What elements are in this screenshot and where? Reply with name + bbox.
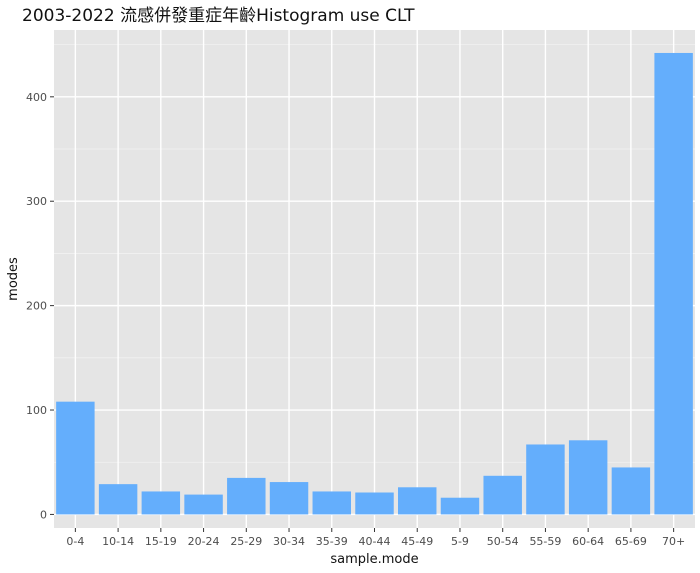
y-tick-label: 0 <box>40 508 47 521</box>
x-axis-ticks: 0-4 10-14 15-19 20-24 25-29 30-34 35-39 40-44 45… <box>66 528 685 548</box>
y-axis-label: modes <box>6 257 21 301</box>
x-tick-label: 5-9 <box>451 535 469 548</box>
x-tick-label: 50-54 <box>487 535 519 548</box>
bar-50-54 <box>483 475 522 515</box>
bar-70+ <box>654 52 693 515</box>
x-tick-label: 20-24 <box>188 535 220 548</box>
y-tick-label: 200 <box>26 300 47 313</box>
x-tick-label: 15-19 <box>145 535 177 548</box>
chart-title: 2003-2022 流感併發重症年齡Histogram use CLT <box>22 6 415 26</box>
bar-45-49 <box>398 487 437 515</box>
bar-20-24 <box>184 494 223 515</box>
x-tick-label: 10-14 <box>102 535 134 548</box>
y-axis-ticks: 0 100 200 300 400 <box>26 91 54 521</box>
bar-10-14 <box>98 484 138 515</box>
bar-65-69 <box>611 467 651 515</box>
y-tick-label: 100 <box>26 404 47 417</box>
bar-55-59 <box>526 444 565 515</box>
bar-60-64 <box>568 440 608 515</box>
x-tick-label: 55-59 <box>529 535 561 548</box>
bar-40-44 <box>355 492 394 515</box>
x-tick-label: 65-69 <box>615 535 647 548</box>
bar-35-39 <box>312 491 351 515</box>
bar-25-29 <box>227 477 266 515</box>
bar-5-9 <box>440 497 480 515</box>
x-tick-label: 30-34 <box>273 535 305 548</box>
x-tick-label: 0-4 <box>66 535 84 548</box>
x-tick-label: 70+ <box>662 535 685 548</box>
bar-0-4 <box>56 401 95 515</box>
x-tick-label: 60-64 <box>572 535 604 548</box>
x-tick-label: 35-39 <box>316 535 348 548</box>
y-tick-label: 400 <box>26 91 47 104</box>
x-tick-label: 45-49 <box>401 535 433 548</box>
bar-30-34 <box>269 482 309 515</box>
bar-15-19 <box>141 491 181 515</box>
y-tick-label: 300 <box>26 195 47 208</box>
x-tick-label: 40-44 <box>359 535 391 548</box>
bars <box>56 52 693 515</box>
x-tick-label: 25-29 <box>230 535 262 548</box>
x-axis-label: sample.mode <box>330 552 418 567</box>
